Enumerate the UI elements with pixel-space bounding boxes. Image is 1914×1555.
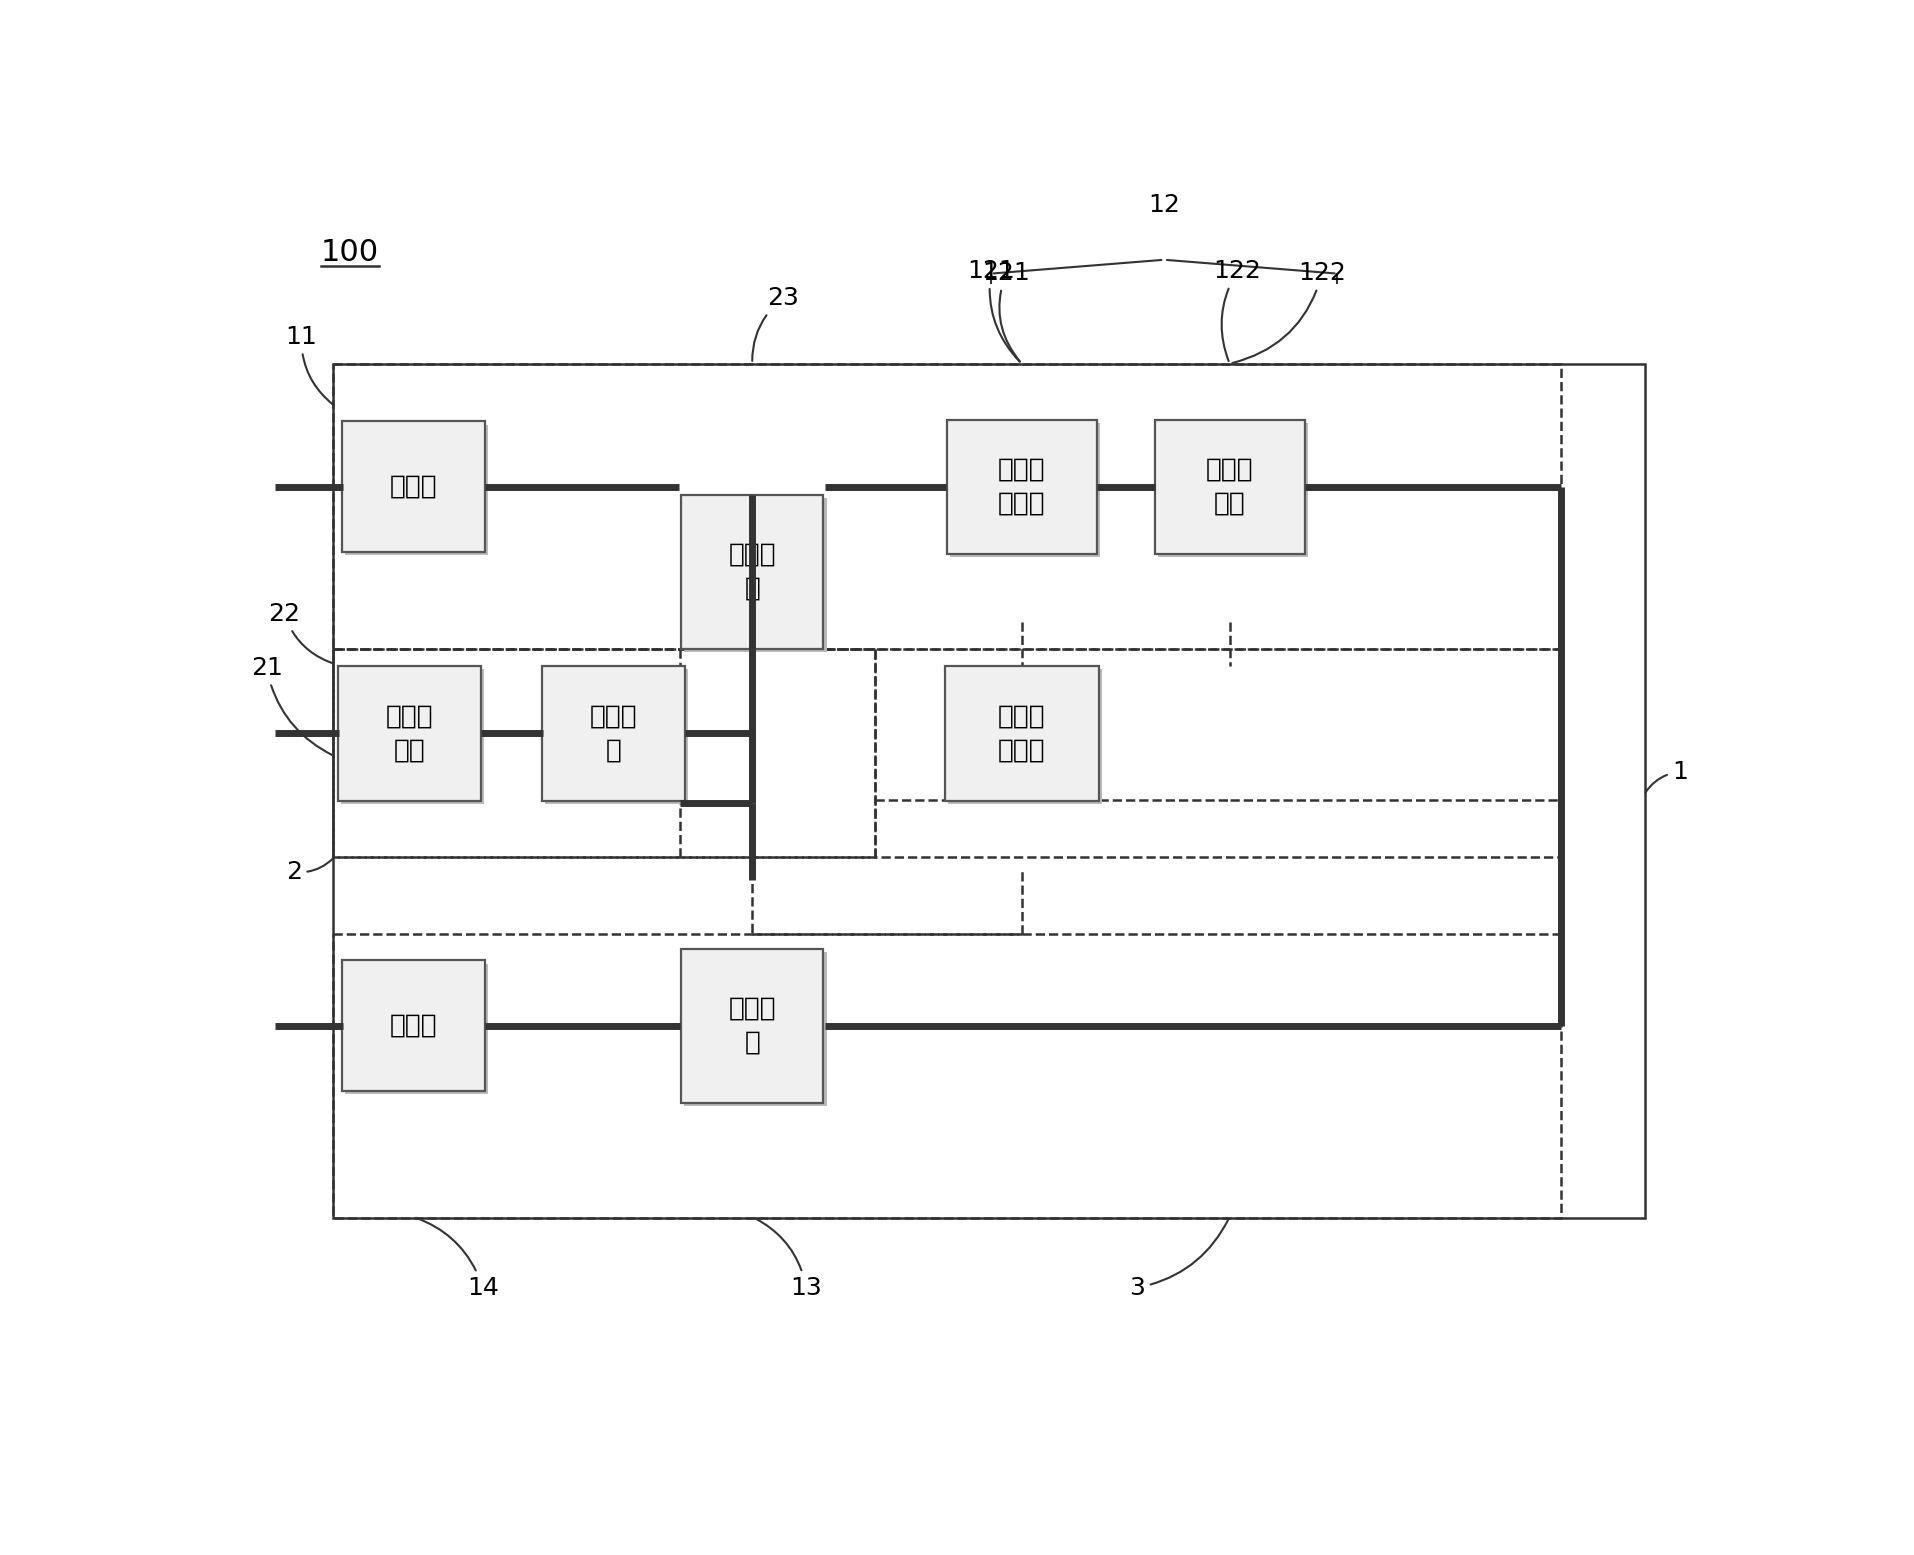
Bar [333,364,1646,1219]
Bar [946,666,1099,801]
Text: 电化学
模块: 电化学 模块 [1206,457,1254,516]
Text: 14: 14 [415,1218,500,1300]
Text: 3: 3 [1129,1219,1229,1300]
Text: 出气口: 出气口 [390,1012,436,1039]
Text: 稀释气
入口: 稀释气 入口 [387,703,433,764]
Bar [333,933,1560,1219]
Text: 采样气
泵: 采样气 泵 [729,995,775,1056]
Text: 122: 122 [1213,260,1261,361]
Bar [1154,420,1305,554]
Text: 122: 122 [1233,261,1346,362]
Text: 稀释气
泵: 稀释气 泵 [590,703,637,764]
Bar [345,425,488,555]
Bar [333,648,1560,857]
Bar [947,420,1097,554]
Bar [333,648,875,857]
Text: 1: 1 [1646,760,1688,793]
Bar [333,364,1560,648]
Text: 21: 21 [251,656,333,756]
Bar [949,423,1101,557]
Text: 12: 12 [1148,193,1181,218]
Bar [683,952,827,1106]
Text: 121: 121 [967,260,1020,362]
Bar [343,961,484,1092]
Text: 离子迁
移模块: 离子迁 移模块 [997,457,1045,516]
Text: 11: 11 [285,325,333,404]
Text: 2: 2 [285,858,333,883]
Text: 23: 23 [752,286,798,361]
Text: 控制单
元模块: 控制单 元模块 [997,703,1045,764]
Text: 100: 100 [322,238,379,266]
Bar [343,421,484,552]
Text: 22: 22 [268,602,333,662]
Text: 13: 13 [754,1218,821,1300]
Text: 活性炭
管: 活性炭 管 [729,541,775,602]
Bar [341,669,484,804]
Bar [683,498,827,652]
Bar [681,494,823,648]
Text: 进气口: 进气口 [390,474,436,499]
Bar [947,669,1102,804]
Bar [542,666,685,801]
Bar [345,964,488,1095]
Bar [545,669,687,804]
Bar [1158,423,1307,557]
Text: 121: 121 [982,261,1030,362]
Bar [681,949,823,1102]
Bar [339,666,480,801]
